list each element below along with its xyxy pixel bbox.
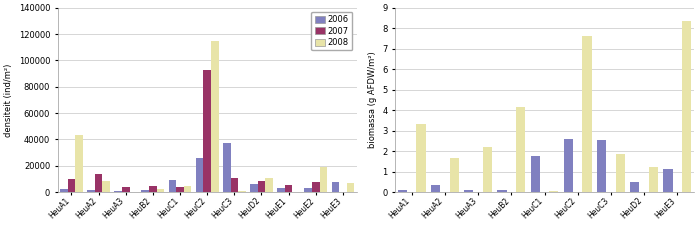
Bar	[431, 185, 440, 192]
Bar	[122, 187, 130, 192]
Bar	[75, 135, 83, 192]
Bar	[265, 178, 273, 192]
Bar	[530, 156, 540, 192]
Bar	[156, 189, 164, 192]
Y-axis label: densiteit (ind/m²): densiteit (ind/m²)	[4, 63, 13, 137]
Bar	[184, 186, 191, 192]
Bar	[250, 184, 258, 192]
Bar	[103, 181, 110, 192]
Bar	[203, 70, 211, 192]
Bar	[682, 21, 691, 192]
Bar	[648, 167, 658, 192]
Bar	[176, 187, 184, 192]
Bar	[68, 180, 75, 192]
Bar	[616, 154, 625, 192]
Bar	[211, 40, 218, 192]
Y-axis label: biomassa (g AFDW/m²): biomassa (g AFDW/m²)	[368, 52, 377, 148]
Bar	[332, 182, 339, 192]
Bar	[114, 191, 122, 192]
Bar	[464, 190, 473, 192]
Bar	[597, 140, 607, 192]
Bar	[564, 139, 573, 192]
Bar	[320, 167, 327, 192]
Bar	[450, 158, 459, 192]
Bar	[483, 147, 492, 192]
Bar	[169, 180, 176, 192]
Bar	[60, 189, 68, 192]
Bar	[258, 181, 265, 192]
Bar	[277, 188, 285, 192]
Bar	[304, 188, 312, 192]
Bar	[549, 191, 558, 192]
Bar	[398, 189, 407, 192]
Bar	[149, 186, 156, 192]
Bar	[630, 182, 639, 192]
Bar	[87, 190, 95, 192]
Bar	[230, 178, 238, 192]
Bar	[663, 169, 673, 192]
Bar	[347, 183, 355, 192]
Bar	[582, 36, 592, 192]
Bar	[312, 182, 320, 192]
Bar	[238, 191, 246, 192]
Bar	[142, 190, 149, 192]
Bar	[223, 143, 230, 192]
Bar	[516, 107, 526, 192]
Legend: 2006, 2007, 2008: 2006, 2007, 2008	[311, 12, 352, 50]
Bar	[285, 185, 292, 192]
Bar	[195, 158, 203, 192]
Bar	[498, 190, 507, 192]
Bar	[95, 173, 103, 192]
Bar	[417, 124, 426, 192]
